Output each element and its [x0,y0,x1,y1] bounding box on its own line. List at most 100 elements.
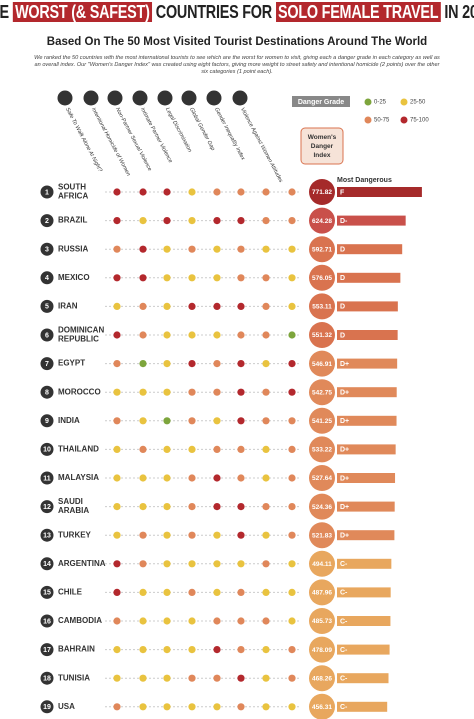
index-circle [309,522,335,549]
index-header-line: Index [314,152,331,159]
index-value: 542.75 [312,389,332,396]
grade-dot [188,531,196,539]
rank: 19 [43,704,51,711]
rank-badge [40,299,54,313]
index-value: 521.83 [312,532,332,539]
grade-dot [163,388,171,396]
country: ARABIA [58,506,89,515]
rank-badge [40,185,54,199]
rank-badge [40,585,54,599]
index-value: 546.91 [312,361,332,368]
grade-dot [163,617,171,625]
grade-dot [139,417,147,425]
grade-dot [262,531,270,539]
grade-dot [113,531,121,539]
grade-dot [113,588,121,597]
grade-dot [163,331,171,339]
index-circle [309,665,335,692]
grade-dot [288,531,296,539]
grade-dot [139,217,147,225]
rank-badge [40,414,54,428]
grade-dot [139,245,147,253]
index-circle [309,636,335,663]
grade-dot [237,331,245,339]
grade-dot [139,617,147,625]
index-value: 541.25 [312,418,332,425]
index-bar [337,644,390,655]
index-value: 487.96 [312,590,332,597]
grade-dot [188,274,196,282]
grade-dot [262,360,270,368]
grade-dot [237,388,245,396]
grade-dot [163,445,171,453]
grade-dot [262,703,270,711]
grade-dot [163,560,171,568]
grade: D+ [340,504,349,511]
country: IRAN [58,302,78,311]
grade-dot [237,588,245,597]
grade-dot [288,302,296,310]
grade-dot [213,274,221,282]
index-bar [337,358,398,369]
grade-dot [237,245,245,253]
country: INDIA [58,416,80,425]
grade-dot [237,217,245,225]
country: AFRICA [58,192,88,201]
legend-dot [400,116,408,124]
grade-dot [288,503,296,511]
grade-dot [113,245,121,253]
index-circle [309,264,335,291]
grade: C- [340,590,348,597]
index-bar [337,215,406,226]
country: BAHRAIN [58,645,95,654]
rank: 7 [45,361,49,368]
rank: 13 [43,533,51,540]
grade: C- [340,676,348,683]
grade-dot [113,445,121,453]
column-icon [181,90,197,106]
title-highlight: Solo Female Travel [275,2,441,22]
grade-dot [139,360,147,368]
grade-dot [213,245,221,253]
grade-dot [113,188,121,196]
country: CAMBODIA [58,616,102,625]
grade-dot [113,388,121,396]
grade-dot [213,560,221,568]
grade-dot [188,560,196,568]
rank: 9 [45,418,49,425]
grade-dot [188,417,196,425]
grade-dot [163,531,171,539]
grade-dot [213,646,221,654]
grade-dot [213,360,221,368]
grade-dot [188,331,196,339]
grade-dot [113,674,121,682]
index-value: 456.31 [312,704,332,711]
grade: C- [340,618,348,625]
grade: D- [340,218,348,225]
index-circle [309,407,335,434]
legend-dot [364,116,372,124]
grade-dot [288,617,296,625]
rank-badge [40,700,54,714]
index-bar [337,530,395,541]
rank: 8 [45,390,49,397]
grade-dot [139,445,147,453]
rank-badge [40,671,54,685]
grade-dot [139,531,147,539]
country: RUSSIA [58,244,88,253]
title-part: In 2019 [444,2,474,22]
legend-label: 0-25 [374,100,387,106]
grade-dot [163,474,171,482]
grade: D [340,332,345,339]
index-bar [337,558,392,569]
rank: 15 [43,590,51,597]
index-circle [309,236,335,263]
rank: 3 [45,247,49,254]
index-value: 468.26 [312,675,332,682]
index-bar [337,616,391,626]
grade-dot [113,331,121,339]
grade: D [340,275,345,282]
grade: D [340,247,345,254]
column-icon [83,90,99,106]
grade-dot [113,646,121,654]
